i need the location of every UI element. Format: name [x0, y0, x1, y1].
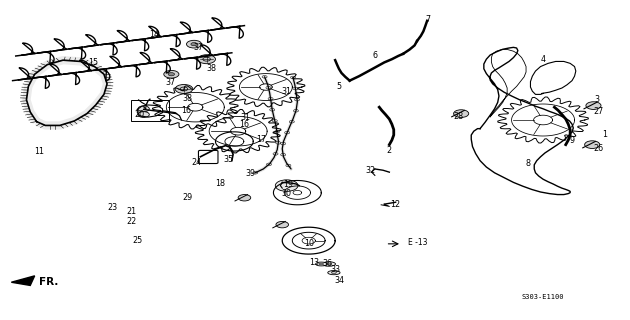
Ellipse shape	[328, 271, 340, 275]
Ellipse shape	[316, 262, 327, 266]
Text: 13: 13	[309, 258, 319, 267]
Text: 35: 35	[223, 155, 233, 164]
Text: 2: 2	[387, 146, 392, 155]
Circle shape	[186, 40, 202, 48]
Circle shape	[138, 106, 149, 112]
Text: 28: 28	[454, 112, 464, 121]
Text: 18: 18	[215, 179, 226, 188]
Text: 37: 37	[193, 43, 203, 52]
Text: 25: 25	[132, 236, 142, 245]
Text: 34: 34	[334, 276, 344, 285]
Text: S303-E1100: S303-E1100	[522, 294, 564, 300]
Text: 14: 14	[149, 30, 159, 39]
Text: 1: 1	[602, 130, 607, 139]
Text: 21: 21	[126, 207, 136, 216]
Text: 38: 38	[183, 94, 193, 103]
Text: 10: 10	[304, 239, 314, 248]
Text: 4: 4	[541, 55, 546, 64]
Polygon shape	[11, 276, 35, 285]
Ellipse shape	[322, 262, 336, 266]
Text: 24: 24	[192, 158, 202, 167]
Text: 30: 30	[282, 189, 292, 198]
Text: 17: 17	[256, 135, 266, 144]
Text: 16: 16	[239, 120, 249, 129]
Text: 5: 5	[336, 82, 341, 91]
Text: 22: 22	[126, 217, 136, 226]
Circle shape	[454, 110, 469, 117]
Text: 27: 27	[593, 107, 604, 116]
Text: 36: 36	[323, 259, 333, 268]
Circle shape	[175, 84, 193, 93]
Circle shape	[275, 180, 298, 191]
Text: 32: 32	[365, 166, 375, 175]
Text: FR.: FR.	[39, 277, 59, 287]
Text: 37: 37	[165, 78, 175, 87]
Text: 6: 6	[373, 52, 378, 60]
Text: 31: 31	[282, 87, 292, 96]
Circle shape	[168, 73, 175, 76]
Text: 15: 15	[88, 58, 98, 67]
Circle shape	[164, 70, 179, 78]
Text: 33: 33	[330, 265, 340, 274]
Text: 16: 16	[181, 106, 191, 115]
Circle shape	[191, 43, 197, 46]
Circle shape	[238, 195, 251, 201]
Text: 38: 38	[206, 64, 216, 73]
Circle shape	[198, 55, 215, 64]
Text: 19: 19	[284, 180, 294, 189]
Text: 39: 39	[246, 169, 256, 178]
Text: 12: 12	[391, 200, 401, 209]
Text: 7: 7	[426, 15, 431, 24]
Text: E -13: E -13	[408, 238, 428, 247]
Text: 11: 11	[34, 148, 44, 156]
Text: 26: 26	[593, 144, 604, 153]
Circle shape	[585, 141, 600, 148]
Text: 9: 9	[570, 136, 575, 145]
Circle shape	[138, 112, 149, 117]
Circle shape	[276, 221, 289, 228]
Text: 29: 29	[183, 193, 193, 202]
Text: 20: 20	[135, 110, 145, 119]
Circle shape	[586, 102, 601, 109]
Text: 31: 31	[241, 113, 251, 122]
Text: 3: 3	[595, 95, 600, 104]
Text: 8: 8	[525, 159, 530, 168]
Text: 23: 23	[107, 203, 117, 212]
